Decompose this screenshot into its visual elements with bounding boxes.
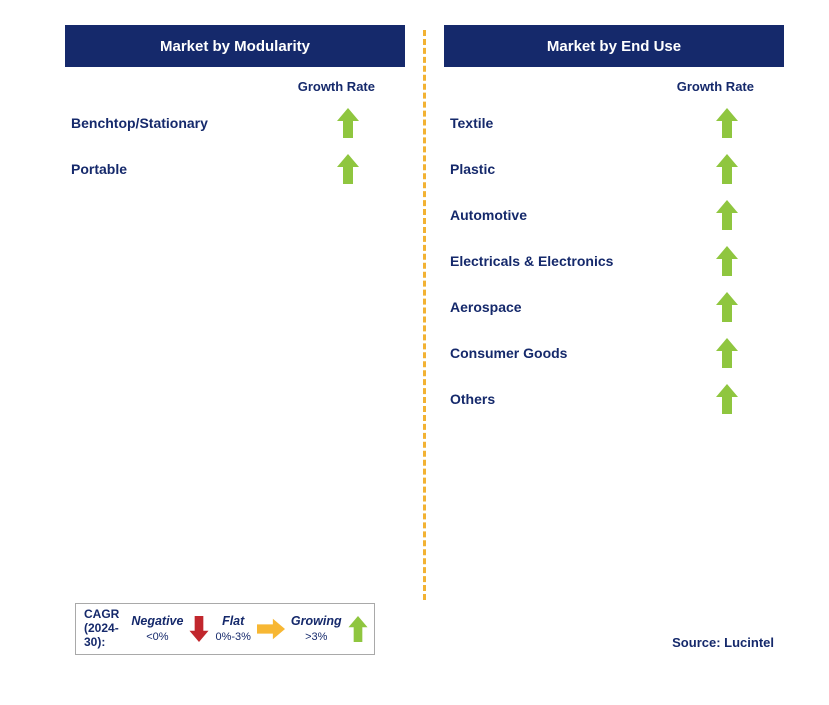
legend-entry-name: Growing bbox=[291, 614, 342, 628]
item-row: Textile bbox=[444, 100, 784, 146]
right-items: Textile Plastic Automotive Electricals & El… bbox=[444, 100, 784, 422]
arrow-right-icon bbox=[257, 618, 285, 640]
legend-entry-name: Negative bbox=[131, 614, 183, 628]
item-label: Automotive bbox=[450, 207, 527, 223]
left-panel: Market by Modularity Growth Rate Benchto… bbox=[65, 25, 405, 600]
item-row: Benchtop/Stationary bbox=[65, 100, 405, 146]
source-label: Source: Lucintel bbox=[672, 635, 774, 650]
item-row: Automotive bbox=[444, 192, 784, 238]
arrow-up-icon bbox=[716, 246, 738, 276]
arrow-up-icon bbox=[716, 154, 738, 184]
item-label: Others bbox=[450, 391, 495, 407]
item-row: Portable bbox=[65, 146, 405, 192]
right-panel: Market by End Use Growth Rate Textile Pla… bbox=[444, 25, 784, 600]
legend-entry: Flat 0%-3% bbox=[215, 614, 250, 643]
vertical-divider bbox=[423, 30, 426, 600]
arrow-up-icon bbox=[337, 154, 359, 184]
legend-entries: Negative <0% Flat 0%-3% Growing >3% bbox=[129, 614, 371, 643]
arrow-down-icon bbox=[189, 616, 209, 642]
arrow-up-icon bbox=[716, 200, 738, 230]
legend-cagr-line1: CAGR bbox=[84, 608, 119, 622]
columns-container: Market by Modularity Growth Rate Benchto… bbox=[65, 25, 809, 600]
item-label: Benchtop/Stationary bbox=[71, 115, 208, 131]
item-row: Consumer Goods bbox=[444, 330, 784, 376]
arrow-up-icon bbox=[716, 384, 738, 414]
arrow-up-icon bbox=[348, 616, 368, 642]
right-growth-label-row: Growth Rate bbox=[444, 79, 784, 94]
item-label: Consumer Goods bbox=[450, 345, 567, 361]
legend-entry-range: >3% bbox=[305, 631, 327, 644]
item-label: Plastic bbox=[450, 161, 495, 177]
arrow-up-icon bbox=[716, 338, 738, 368]
left-growth-label-row: Growth Rate bbox=[65, 79, 405, 94]
item-row: Electricals & Electronics bbox=[444, 238, 784, 284]
left-items: Benchtop/Stationary Portable bbox=[65, 100, 405, 192]
item-label: Textile bbox=[450, 115, 493, 131]
left-growth-label: Growth Rate bbox=[298, 79, 375, 94]
item-label: Portable bbox=[71, 161, 127, 177]
arrow-up-icon bbox=[716, 292, 738, 322]
left-panel-header: Market by Modularity bbox=[65, 25, 405, 67]
legend-cagr-line2: (2024-30): bbox=[84, 622, 119, 650]
item-label: Electricals & Electronics bbox=[450, 253, 613, 269]
left-panel-title: Market by Modularity bbox=[160, 38, 310, 55]
legend-box: CAGR (2024-30): Negative <0% Flat 0%-3% Grow… bbox=[75, 603, 375, 655]
item-row: Others bbox=[444, 376, 784, 422]
arrow-up-icon bbox=[337, 108, 359, 138]
arrow-up-icon bbox=[716, 108, 738, 138]
right-panel-header: Market by End Use bbox=[444, 25, 784, 67]
legend-entry-range: 0%-3% bbox=[215, 631, 250, 644]
right-growth-label: Growth Rate bbox=[677, 79, 754, 94]
right-panel-title: Market by End Use bbox=[547, 38, 681, 55]
legend-entry: Negative <0% bbox=[131, 614, 183, 643]
item-row: Aerospace bbox=[444, 284, 784, 330]
legend-entry: Growing >3% bbox=[291, 614, 342, 643]
legend-cagr-label: CAGR (2024-30): bbox=[84, 608, 119, 649]
legend-entry-range: <0% bbox=[146, 631, 168, 644]
item-row: Plastic bbox=[444, 146, 784, 192]
item-label: Aerospace bbox=[450, 299, 522, 315]
legend-entry-name: Flat bbox=[222, 614, 244, 628]
